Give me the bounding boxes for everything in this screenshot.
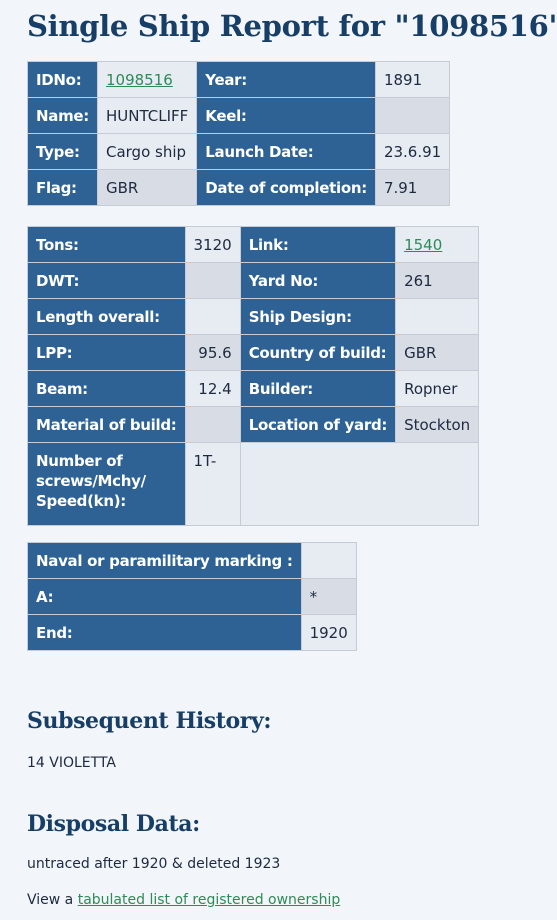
table-row: DWT: Yard No: 261: [27, 262, 480, 299]
empty-cell: [239, 442, 480, 526]
table-row: Number of screws/Mchy/ Speed(kn): 1T-: [27, 442, 480, 526]
subsequent-history-text: 14 VIOLETTA: [27, 755, 116, 771]
yard-no-value: 261: [395, 262, 480, 299]
naval-marking-table: Naval or paramilitary marking : A: * End…: [27, 542, 357, 651]
idno-label: IDNo:: [27, 61, 98, 98]
builder-value: Ropner: [395, 370, 480, 407]
tons-value: 3120: [184, 226, 241, 263]
table-row: A: *: [27, 578, 357, 615]
length-overall-value: [184, 298, 241, 335]
length-overall-label: Length overall:: [27, 298, 186, 335]
keel-label: Keel:: [196, 97, 376, 134]
material-label: Material of build:: [27, 406, 186, 443]
link-value: 1540: [395, 226, 480, 263]
yard-no-label: Yard No:: [239, 262, 397, 299]
screws-label: Number of screws/Mchy/ Speed(kn):: [27, 442, 186, 526]
naval-marking-label: Naval or paramilitary marking :: [27, 542, 302, 579]
dwt-value: [184, 262, 241, 299]
page-title: Single Ship Report for "1098516": [27, 9, 557, 43]
launch-date-label: Launch Date:: [196, 133, 376, 170]
table-row: Tons: 3120 Link: 1540: [27, 226, 480, 263]
ship-design-label: Ship Design:: [239, 298, 397, 335]
flag-value: GBR: [96, 169, 198, 206]
table-row: Type: Cargo ship Launch Date: 23.6.91: [27, 133, 451, 170]
material-value: [184, 406, 241, 443]
subsequent-history-heading: Subsequent History:: [27, 708, 272, 734]
table-row: Material of build: Location of yard: Sto…: [27, 406, 480, 443]
link-label: Link:: [239, 226, 397, 263]
launch-date-value: 23.6.91: [374, 133, 451, 170]
flag-label: Flag:: [27, 169, 98, 206]
type-value: Cargo ship: [96, 133, 198, 170]
tons-label: Tons:: [27, 226, 186, 263]
location-of-yard-label: Location of yard:: [239, 406, 397, 443]
lpp-value: 95.6: [184, 334, 241, 371]
table-row: Name: HUNTCLIFF Keel:: [27, 97, 451, 134]
link-link[interactable]: 1540: [404, 235, 443, 254]
year-value: 1891: [374, 61, 451, 98]
completion-label: Date of completion:: [196, 169, 376, 206]
completion-value: 7.91: [374, 169, 451, 206]
table-row: LPP: 95.6 Country of build: GBR: [27, 334, 480, 371]
ownership-link[interactable]: tabulated list of registered ownership: [77, 892, 341, 908]
table-row: End: 1920: [27, 614, 357, 651]
ownership-prefix: View a: [27, 892, 78, 908]
table-row: Flag: GBR Date of completion: 7.91: [27, 169, 451, 206]
table-row: Length overall: Ship Design:: [27, 298, 480, 335]
ownership-line: View a tabulated list of registered owne…: [27, 890, 340, 910]
idno-value: 1098516: [96, 61, 198, 98]
table-row: Beam: 12.4 Builder: Ropner: [27, 370, 480, 407]
end-label: End:: [27, 614, 302, 651]
keel-value: [374, 97, 451, 134]
general-info-table: IDNo: 1098516 Year: 1891 Name: HUNTCLIFF…: [27, 61, 451, 206]
type-label: Type:: [27, 133, 98, 170]
table-row: Naval or paramilitary marking :: [27, 542, 357, 579]
beam-label: Beam:: [27, 370, 186, 407]
naval-marking-value: [300, 542, 357, 579]
year-label: Year:: [196, 61, 376, 98]
idno-link[interactable]: 1098516: [105, 70, 173, 89]
table-row: IDNo: 1098516 Year: 1891: [27, 61, 451, 98]
location-of-yard-value: Stockton: [395, 406, 480, 443]
screws-value: 1T-: [184, 442, 241, 526]
builder-label: Builder:: [239, 370, 397, 407]
country-of-build-label: Country of build:: [239, 334, 397, 371]
a-label: A:: [27, 578, 302, 615]
specs-table: Tons: 3120 Link: 1540 DWT: Yard No: 261 …: [27, 226, 480, 526]
lpp-label: LPP:: [27, 334, 186, 371]
dwt-label: DWT:: [27, 262, 186, 299]
end-value: 1920: [300, 614, 357, 651]
disposal-data-heading: Disposal Data:: [27, 811, 200, 837]
name-value: HUNTCLIFF: [96, 97, 198, 134]
a-value: *: [300, 578, 357, 615]
country-of-build-value: GBR: [395, 334, 480, 371]
name-label: Name:: [27, 97, 98, 134]
disposal-data-text: untraced after 1920 & deleted 1923: [27, 856, 281, 872]
beam-value: 12.4: [184, 370, 241, 407]
ship-design-value: [395, 298, 480, 335]
